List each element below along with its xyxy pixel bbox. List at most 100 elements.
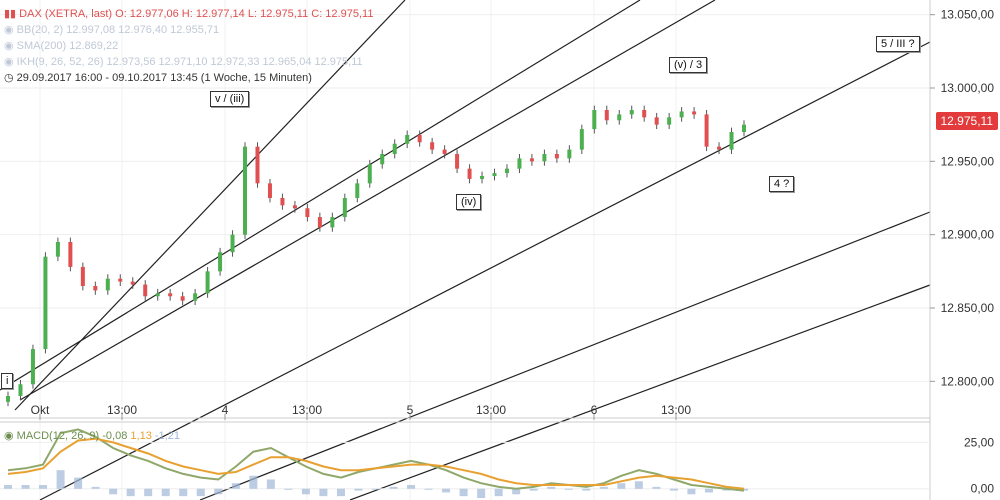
histogram-bar [704, 488, 713, 493]
candle-body [267, 183, 272, 198]
macd-panel: 25,00 0,00 [0, 421, 995, 498]
eye-icon[interactable]: ◉ [4, 40, 14, 52]
candle-body [68, 242, 73, 267]
date-range: 29.09.2017 16:00 - 09.10.2017 13:45 [16, 72, 198, 84]
candle-body [442, 149, 447, 154]
eye-icon[interactable]: ◉ [4, 430, 14, 442]
sma-legend[interactable]: SMA(200) 12.869,22 [16, 40, 119, 52]
candle-body [118, 278, 123, 282]
candle-body [480, 176, 485, 179]
trend-line [19, 0, 716, 401]
candle-body [255, 146, 260, 184]
candle-body [342, 198, 347, 218]
price-axis: 12.800,00 12.850,00 12.900,00 12.950,00 13.0… [929, 0, 995, 500]
last-price-tag: 12.975,11 [935, 112, 998, 130]
candle-body [205, 271, 210, 294]
histogram-bar [547, 486, 556, 489]
candle-body [380, 154, 385, 165]
candle-body [30, 349, 35, 385]
y-tick-label: 12.800,00 [941, 374, 995, 388]
candle-body [517, 158, 522, 169]
candle-body [667, 117, 672, 125]
histogram-bar [634, 481, 643, 489]
candle-body [130, 281, 135, 285]
x-tick-label: Okt [31, 403, 50, 417]
y-tick-label: 12.950,00 [941, 154, 995, 168]
trend-line [349, 284, 931, 500]
histogram-bar [39, 485, 48, 489]
histogram-bar [652, 486, 661, 489]
macd-label: MACD(12, 26, 9) [16, 430, 100, 442]
candle-body [105, 278, 110, 291]
y-tick-label: 0,00 [971, 482, 995, 496]
histogram-bar [687, 488, 696, 495]
candle-body [317, 217, 322, 228]
histogram-bar [599, 486, 608, 489]
ohlc-values: O: 12.977,06 H: 12.977,14 L: 12.975,11 C… [115, 8, 374, 20]
x-tick-label: 13:00 [661, 403, 691, 417]
candle-body [455, 154, 460, 169]
wave-label-i: i [1, 373, 14, 389]
histogram-bar [669, 488, 678, 491]
candle-body [729, 132, 734, 150]
macd-legend: ◉ MACD(12, 26, 9) -0,08 1,13 -1,21 [4, 429, 180, 442]
histogram-bar [407, 485, 416, 489]
candle-body [6, 396, 10, 402]
candle-body [292, 205, 297, 209]
candle-body [629, 110, 634, 115]
histogram-bar [161, 488, 170, 497]
candle-body [417, 134, 422, 143]
y-tick-label: 13.050,00 [941, 8, 995, 22]
histogram-bar [21, 485, 30, 489]
histogram-bar [336, 488, 345, 497]
histogram-bar [249, 475, 258, 489]
candle-body [592, 110, 597, 130]
candle-body [492, 173, 497, 176]
candle-body [330, 217, 335, 228]
candle-body [392, 143, 397, 154]
histogram-bar [179, 488, 188, 497]
x-tick-label: 6 [591, 403, 598, 417]
candle-body [704, 114, 709, 147]
histogram-bar [91, 486, 100, 489]
trend-line [0, 0, 641, 391]
eye-icon[interactable]: ◉ [4, 24, 14, 36]
histogram-bar [301, 488, 310, 495]
histogram-bar [109, 488, 118, 495]
candle-body [504, 168, 509, 174]
candle-body [43, 256, 48, 350]
candle-body [567, 149, 572, 159]
candle-icon: ▮▮ [4, 8, 17, 20]
candle-body [93, 286, 98, 291]
candle-body [143, 284, 148, 297]
ikh-legend[interactable]: IKH(9, 26, 52, 26) 12.973,56 12.971,10 1… [16, 56, 363, 68]
histogram-bar [214, 488, 223, 495]
chart-legend: ▮▮ DAX (XETRA, last) O: 12.977,06 H: 12.… [4, 6, 373, 86]
candle-body [230, 234, 235, 253]
histogram-bar [354, 488, 363, 491]
candle-body [243, 146, 248, 235]
histogram-bar [477, 488, 486, 498]
histogram-bar [126, 488, 135, 497]
x-tick-label: 13:00 [476, 403, 506, 417]
candle-body [168, 293, 173, 297]
candle-body [742, 124, 746, 132]
eye-icon[interactable]: ◉ [4, 56, 14, 68]
candle-body [355, 183, 360, 198]
candle-body [80, 266, 85, 286]
clock-icon: ◷ [4, 72, 14, 84]
histogram-bar [56, 470, 65, 489]
bb-legend[interactable]: BB(20, 2) 12.997,08 12.976,40 12.955,71 [16, 24, 220, 36]
candle-body [467, 168, 472, 179]
histogram-bar [512, 488, 521, 495]
candle-body [604, 110, 609, 121]
x-tick-label: 13:00 [107, 403, 137, 417]
histogram-bar [424, 488, 433, 490]
instrument-title: DAX (XETRA, last) [19, 8, 113, 20]
candle-body [579, 129, 584, 150]
y-tick-label: 13.000,00 [941, 81, 995, 95]
candle-body [654, 117, 659, 125]
x-tick-label: 5 [407, 403, 414, 417]
candle-body [554, 154, 559, 159]
x-tick-label: 4 [222, 403, 229, 417]
